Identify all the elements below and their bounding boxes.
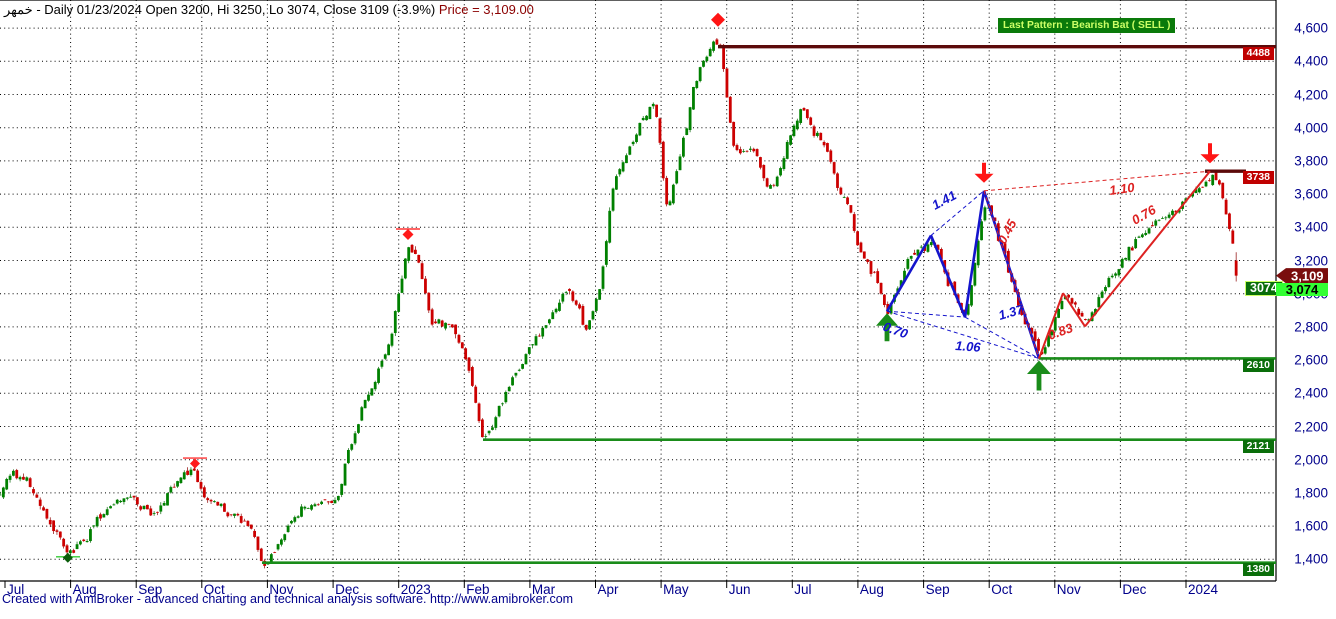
svg-text:0.83: 0.83 xyxy=(1046,320,1076,343)
svg-text:1.41: 1.41 xyxy=(929,188,958,213)
svg-text:3,109: 3,109 xyxy=(1291,269,1324,284)
svg-text:1.37: 1.37 xyxy=(997,301,1026,323)
svg-text:1.10: 1.10 xyxy=(1108,179,1136,197)
svg-text:1.06: 1.06 xyxy=(955,338,982,355)
